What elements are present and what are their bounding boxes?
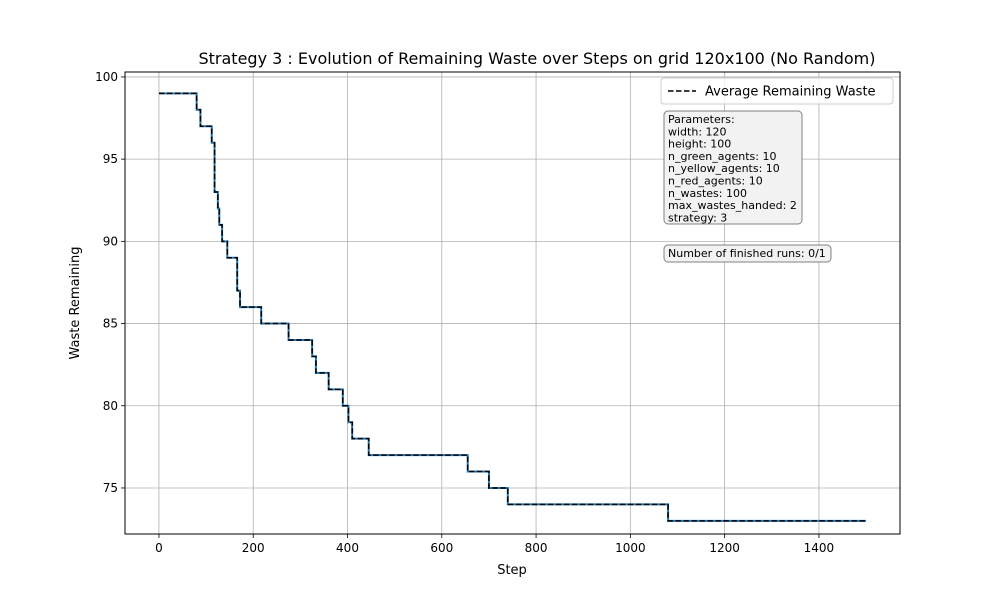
data-point — [348, 422, 349, 423]
y-tick-label: 95 — [103, 152, 118, 166]
x-axis-label: Step — [497, 563, 527, 578]
parameters-box-frame — [663, 110, 803, 225]
parameter-line: n_green_agents: 10 — [668, 150, 776, 163]
y-tick-label: 85 — [103, 317, 118, 331]
data-point — [217, 208, 218, 209]
y-axis-label: Waste Remaining — [68, 246, 83, 359]
data-point — [368, 454, 369, 455]
data-point — [219, 224, 220, 225]
data-point — [261, 323, 262, 324]
data-point — [192, 93, 193, 94]
chart-title: Strategy 3 : Evolution of Remaining Wast… — [198, 49, 875, 68]
data-point — [488, 487, 489, 488]
x-tick-label: 400 — [336, 541, 359, 555]
data-point — [312, 356, 313, 357]
x-tick-label: 1000 — [615, 541, 646, 555]
parameter-line: strategy: 3 — [668, 211, 727, 224]
y-tick-label: 75 — [103, 481, 118, 495]
parameter-line: n_wastes: 100 — [668, 187, 747, 200]
parameter-line: n_yellow_agents: 10 — [668, 162, 780, 175]
legend-label: Average Remaining Waste — [705, 85, 876, 100]
data-point — [200, 126, 201, 127]
plot-frame — [124, 71, 901, 535]
data-point — [315, 372, 316, 373]
data-point — [222, 241, 223, 242]
series-line-dashed — [158, 92, 867, 522]
y-ticks: 75 80 85 90 95 100 — [95, 70, 125, 495]
legend: Average Remaining Waste — [660, 77, 894, 105]
y-tick-label: 90 — [103, 234, 118, 248]
data-point — [507, 504, 508, 505]
parameter-line: n_red_agents: 10 — [668, 175, 763, 188]
runs-box-frame — [663, 244, 832, 263]
data-point — [239, 307, 240, 308]
x-tick-label: 0 — [155, 541, 163, 555]
x-tick-label: 200 — [242, 541, 265, 555]
parameter-line: max_wastes_handed: 2 — [668, 199, 797, 212]
data-point — [158, 93, 159, 94]
data-point — [196, 109, 197, 110]
data-point — [342, 405, 343, 406]
data-point — [237, 290, 238, 291]
series-layer — [158, 92, 867, 522]
x-tick-label: 1200 — [709, 541, 740, 555]
y-tick-label: 80 — [103, 399, 118, 413]
data-point — [352, 438, 353, 439]
y-tick-label: 100 — [95, 70, 118, 84]
data-point — [865, 520, 866, 521]
runs-box-text: Number of finished runs: 0/1 — [668, 247, 826, 260]
data-point — [211, 142, 212, 143]
data-point — [667, 520, 668, 521]
data-point — [214, 191, 215, 192]
legend-frame — [660, 77, 894, 105]
data-point — [328, 389, 329, 390]
runs-box: Number of finished runs: 0/1 — [663, 244, 832, 263]
data-point — [227, 257, 228, 258]
x-tick-label: 600 — [430, 541, 453, 555]
parameter-line: Parameters: — [668, 113, 735, 126]
parameter-line: height: 100 — [668, 138, 731, 151]
x-tick-label: 800 — [525, 541, 548, 555]
data-point — [467, 471, 468, 472]
parameter-line: width: 120 — [668, 125, 727, 138]
data-point — [288, 339, 289, 340]
x-ticks: 0 200 400 600 800 1000 1200 1400 — [155, 534, 834, 555]
x-tick-label: 1400 — [804, 541, 835, 555]
